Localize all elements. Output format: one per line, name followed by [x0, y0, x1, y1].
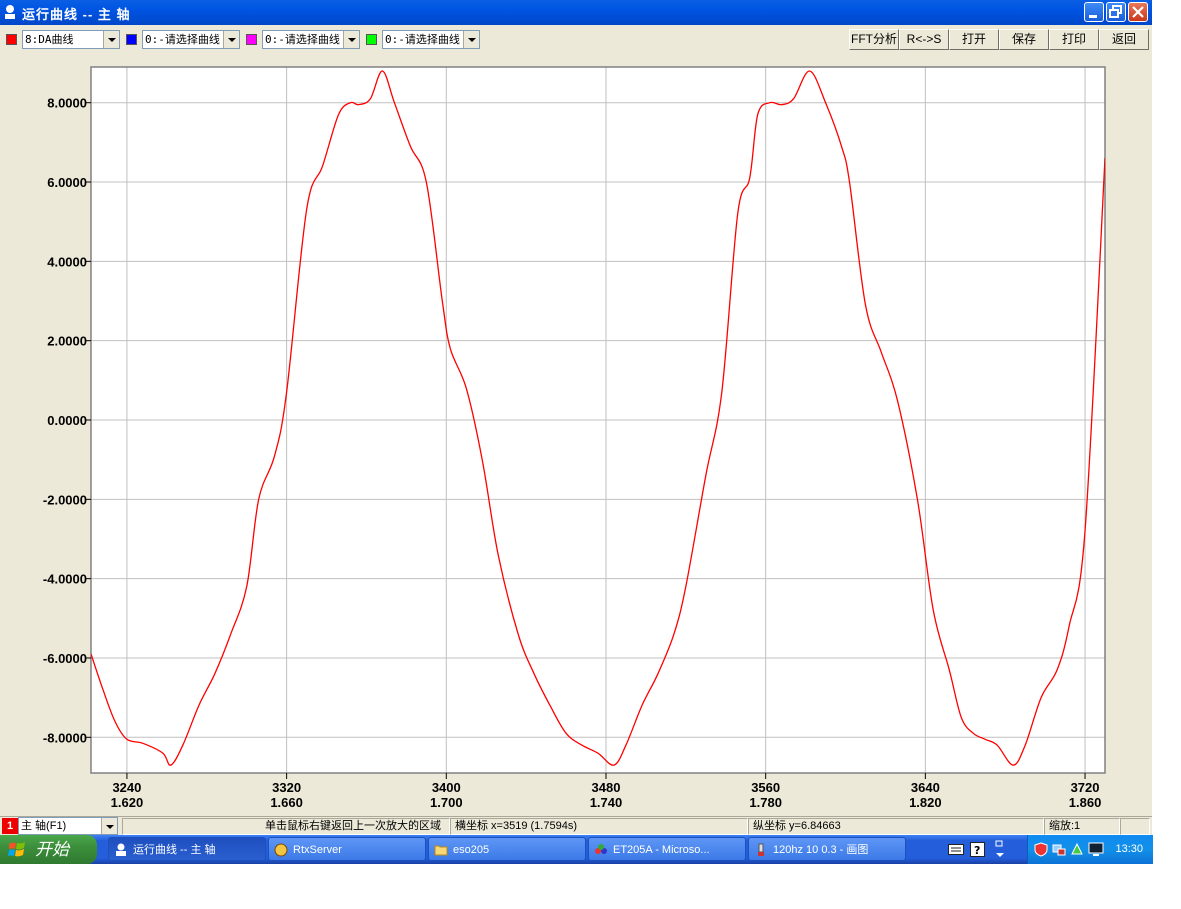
axis-select[interactable]: 主 轴(F1): [18, 817, 118, 835]
status-empty-cell: [1120, 818, 1150, 835]
x-tick-label: 3640: [911, 780, 940, 795]
task-curve-window[interactable]: 运行曲线 -- 主 轴: [108, 837, 266, 861]
et205a-app-icon: [595, 844, 607, 854]
x-time-label: 1.860: [1069, 795, 1102, 810]
x-time-label: 1.700: [430, 795, 463, 810]
curve-3-select[interactable]: 0:-请选择曲线: [262, 30, 360, 49]
status-hint: 单击鼠标右键返回上一次放大的区域: [122, 818, 450, 835]
y-tick-label: 4.0000: [47, 254, 87, 269]
axis-select-value: 主 轴(F1): [21, 820, 67, 832]
axis-number-badge: 1: [2, 818, 18, 834]
curve-4-value: 0:-请选择曲线: [385, 33, 460, 46]
status-x-coordinate: 横坐标 x=3519 (1.7594s): [450, 818, 748, 835]
folder-icon: [434, 845, 448, 856]
start-label: 开始: [35, 840, 69, 859]
y-tick-label: -6.0000: [43, 651, 87, 666]
curve-4-select[interactable]: 0:-请选择曲线: [382, 30, 480, 49]
y-tick-label: 2.0000: [47, 334, 87, 349]
keyboard-icon[interactable]: [948, 843, 964, 856]
open-button[interactable]: 打开: [949, 29, 999, 50]
x-tick-label: 3240: [112, 780, 141, 795]
curve-3-color-swatch: [246, 34, 257, 45]
y-tick-label: -4.0000: [43, 572, 87, 587]
x-time-label: 1.740: [590, 795, 623, 810]
task-paint[interactable]: 120hz 10 0.3 - 画图: [748, 837, 906, 861]
paint-icon: [758, 843, 764, 856]
line-chart[interactable]: 8.0000 6.0000 4.0000 2.0000 0.0000 -2.0000 -4.…: [0, 52, 1152, 816]
print-button[interactable]: 打印: [1049, 29, 1099, 50]
x-time-label: 1.780: [749, 795, 782, 810]
task-et205a[interactable]: ET205A - Microso...: [588, 837, 746, 861]
windows-logo-icon: [8, 842, 25, 857]
clock: 13:30: [1115, 843, 1143, 855]
curve-2-select[interactable]: 0:-请选择曲线: [142, 30, 240, 49]
chevron-down-icon[interactable]: [463, 31, 479, 48]
save-button[interactable]: 保存: [999, 29, 1049, 50]
curve-1-select[interactable]: 8:DA曲线: [22, 30, 120, 49]
svg-text:?: ?: [974, 844, 980, 857]
status-bar: 1 主 轴(F1) 单击鼠标右键返回上一次放大的区域 横坐标 x=3519 (1…: [0, 816, 1152, 836]
curve-3-value: 0:-请选择曲线: [265, 33, 340, 46]
window-title: 运行曲线 -- 主 轴: [22, 7, 131, 22]
curve-4-color-swatch: [366, 34, 377, 45]
curve-2-value: 0:-请选择曲线: [145, 33, 220, 46]
status-y-coordinate: 纵坐标 y=6.84663: [748, 818, 1044, 835]
task-rtxserver[interactable]: RtxServer: [268, 837, 426, 861]
back-button[interactable]: 返回: [1099, 29, 1149, 50]
x-time-label: 1.820: [909, 795, 942, 810]
y-tick-label: -2.0000: [43, 492, 87, 507]
task-eso205-folder[interactable]: eso205: [428, 837, 586, 861]
taskbar: 开始 运行曲线 -- 主 轴 RtxServer eso205 ET205A -…: [0, 835, 1153, 864]
y-tick-label: 8.0000: [47, 96, 87, 111]
minimize-button[interactable]: [1084, 2, 1104, 22]
x-tick-label: 3720: [1071, 780, 1100, 795]
restore-icon: [1109, 5, 1122, 18]
x-tick-label: 3480: [592, 780, 621, 795]
chevron-down-icon[interactable]: [343, 31, 359, 48]
x-tick-label: 3320: [272, 780, 301, 795]
fft-analysis-button[interactable]: FFT分析: [849, 29, 899, 50]
close-button[interactable]: [1128, 2, 1148, 22]
status-zoom: 缩放:1: [1044, 818, 1120, 835]
security-shield-icon[interactable]: [1034, 842, 1048, 857]
x-tick-label: 3560: [751, 780, 780, 795]
chevron-down-icon[interactable]: [101, 818, 117, 834]
chevron-down-icon[interactable]: [103, 31, 119, 48]
start-button[interactable]: 开始: [0, 835, 97, 864]
minimize-icon: [1089, 15, 1097, 18]
language-bar-options-icon[interactable]: [994, 840, 1006, 860]
curve-1-value: 8:DA曲线: [25, 33, 74, 46]
r-s-switch-button[interactable]: R<->S: [899, 29, 949, 50]
task-label: RtxServer: [293, 844, 342, 856]
close-icon: [1132, 6, 1144, 18]
help-icon[interactable]: ?: [970, 842, 985, 857]
toolbar: 8:DA曲线 0:-请选择曲线 0:-请选择曲线 0:-请选择曲线 FFT分析 …: [0, 25, 1152, 53]
restore-button[interactable]: [1106, 2, 1126, 22]
chart-panel[interactable]: 8.0000 6.0000 4.0000 2.0000 0.0000 -2.0000 -4.…: [0, 52, 1152, 816]
app-icon: [5, 5, 15, 19]
tray-app-icon[interactable]: [1070, 842, 1084, 857]
system-tray: 13:30: [1027, 835, 1153, 864]
chevron-down-icon[interactable]: [223, 31, 239, 48]
task-label: ET205A - Microso...: [613, 844, 710, 856]
rtx-server-icon: [274, 843, 288, 857]
curve-1-color-swatch: [6, 34, 17, 45]
y-tick-label: -8.0000: [43, 730, 87, 745]
y-tick-label: 6.0000: [47, 175, 87, 190]
y-tick-label: 0.0000: [47, 413, 87, 428]
x-time-label: 1.660: [270, 795, 303, 810]
app-icon: [116, 843, 126, 856]
monitor-icon[interactable]: [1088, 842, 1104, 857]
task-label: 120hz 10 0.3 - 画图: [773, 844, 869, 856]
curve-2-color-swatch: [126, 34, 137, 45]
task-label: 运行曲线 -- 主 轴: [133, 844, 216, 856]
x-time-label: 1.620: [111, 795, 144, 810]
task-label: eso205: [453, 844, 490, 856]
network-icon[interactable]: [1052, 842, 1066, 857]
x-tick-label: 3400: [432, 780, 461, 795]
series-line: [91, 70, 1105, 766]
title-bar: 运行曲线 -- 主 轴: [0, 0, 1152, 25]
